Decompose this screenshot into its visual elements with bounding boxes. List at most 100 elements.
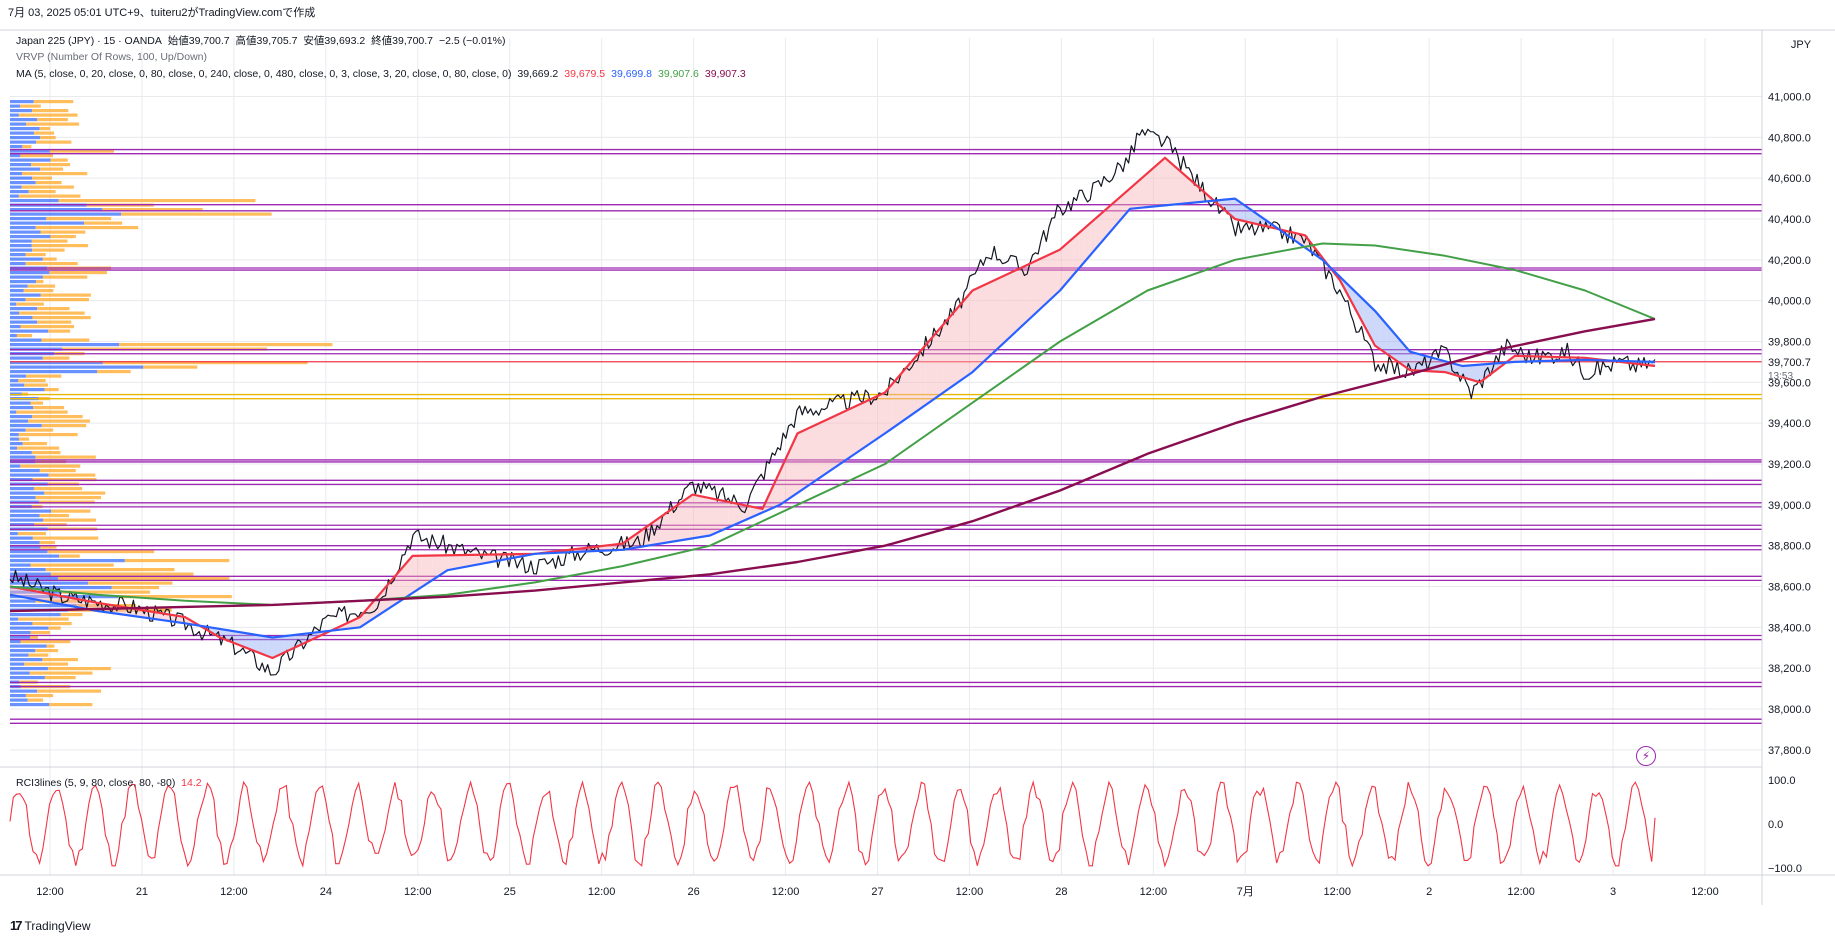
ma-cross-fill	[975, 286, 981, 370]
vp-down-bar	[31, 244, 89, 248]
vp-up-bar	[10, 550, 48, 554]
x-tick-label: 7月	[1237, 886, 1254, 898]
ma-cross-fill	[410, 555, 416, 595]
ma-cross-fill	[668, 507, 674, 543]
legend-symbol[interactable]: Japan 225 (JPY) · 15 · OANDA	[16, 35, 162, 47]
ma-cross-fill	[1035, 258, 1041, 314]
vp-up-bar	[10, 136, 41, 140]
vp-up-bar	[10, 694, 26, 698]
vp-down-bar	[26, 122, 80, 126]
y-tick-label: 39,600.0	[1768, 377, 1811, 389]
vp-up-bar	[10, 275, 43, 279]
vp-up-bar	[10, 190, 29, 194]
vp-up-bar	[10, 559, 125, 563]
lightning-icon[interactable]: ⚡	[1636, 746, 1656, 766]
ma-cross-fill	[1013, 268, 1019, 334]
vp-up-bar	[10, 442, 23, 446]
vp-up-bar	[10, 109, 32, 113]
vp-up-bar	[10, 532, 18, 536]
vp-down-bar	[50, 572, 194, 576]
vp-down-bar	[40, 136, 56, 140]
vp-down-bar	[31, 239, 68, 243]
ma-cross-fill	[1046, 253, 1052, 304]
y-tick-label: 40,400.0	[1768, 214, 1811, 226]
legend-vrvp[interactable]: VRVP (Number Of Rows, 100, Up/Down)	[16, 51, 208, 63]
vp-up-bar	[10, 451, 32, 455]
legend-ma[interactable]: MA (5, close, 0, 20, close, 0, 80, close…	[16, 67, 752, 81]
ma-cross-fill	[1068, 237, 1074, 281]
vp-up-bar	[10, 545, 41, 549]
vp-up-bar	[10, 284, 28, 288]
vp-up-bar	[10, 631, 31, 635]
ma-cross-fill	[1260, 216, 1266, 227]
x-tick-label: 27	[871, 886, 883, 898]
vp-down-bar	[42, 257, 57, 261]
vp-up-bar	[10, 487, 34, 491]
vp-down-bar	[28, 419, 90, 423]
ma-cross-fill	[289, 634, 296, 650]
vp-down-bar	[29, 671, 93, 675]
ma-cross-fill	[788, 440, 795, 499]
ma-cross-fill	[783, 452, 789, 503]
ma-cross-fill	[689, 495, 696, 539]
vp-down-bar	[35, 649, 59, 653]
y-tick-label: 39,200.0	[1768, 459, 1811, 471]
vp-up-bar	[10, 572, 51, 576]
vp-down-bar	[118, 595, 232, 599]
ma-cross-fill	[1474, 364, 1480, 383]
footer-brand[interactable]: 17 TradingView	[10, 918, 91, 933]
ma-cross-fill	[728, 501, 734, 528]
x-tick-label: 12:00	[772, 886, 800, 898]
vp-down-bar	[46, 644, 55, 648]
ma-cross-fill	[399, 564, 405, 602]
x-tick-label: 12:00	[220, 886, 248, 898]
x-tick-label: 12:00	[1140, 886, 1168, 898]
x-tick-label: 12:00	[588, 886, 616, 898]
vp-up-bar	[10, 185, 22, 189]
vp-up-bar	[10, 401, 31, 405]
y-tick-label: 39,400.0	[1768, 418, 1811, 430]
open-label: 始値	[167, 35, 189, 47]
vp-up-bar	[10, 248, 33, 252]
ma-cross-fill	[876, 394, 882, 440]
vp-up-bar	[10, 370, 98, 374]
rci-y-tick-label: 0.0	[1768, 819, 1783, 831]
high-value: 39,705.7	[256, 35, 298, 47]
ma-cross-fill	[1188, 178, 1195, 204]
ma-cross-fill	[772, 476, 778, 509]
y-tick-label: 40,600.0	[1768, 173, 1811, 185]
ma-cross-fill	[717, 499, 723, 533]
vp-down-bar	[33, 131, 55, 135]
legend-rci-text: RCI3lines (5, 9, 80, close, 80, -80)	[16, 777, 176, 789]
ma-cross-fill	[15, 587, 21, 597]
vp-down-bar	[42, 356, 70, 360]
vp-up-bar	[10, 428, 26, 432]
ma-cross-fill	[311, 632, 318, 640]
legend-rci[interactable]: RCI3lines (5, 9, 80, close, 80, -80) 14.…	[16, 776, 202, 790]
vp-down-bar	[84, 221, 123, 225]
ma-cross-fill	[1293, 232, 1299, 244]
vp-up-bar	[10, 676, 45, 680]
ma-cross-fill	[936, 325, 943, 398]
ma-cross-fill	[240, 632, 246, 648]
vp-down-bar	[49, 149, 115, 153]
vp-down-bar	[42, 275, 88, 279]
vp-down-bar	[121, 212, 272, 216]
ma-cross-fill	[278, 636, 285, 656]
ma-cross-fill	[865, 399, 871, 447]
vp-up-bar	[10, 280, 36, 284]
ma-cross-fill	[1040, 255, 1047, 309]
ma-cross-fill	[947, 313, 954, 390]
vp-down-bar	[49, 271, 107, 275]
last-price-label: 39,700.7	[1768, 357, 1811, 369]
ma-cross-fill	[470, 554, 477, 566]
x-tick-label: 2	[1426, 886, 1432, 898]
y-tick-label: 39,800.0	[1768, 337, 1811, 349]
vp-down-bar	[37, 320, 72, 324]
ma-cross-fill	[1117, 194, 1124, 224]
vp-up-bar	[10, 320, 38, 324]
x-tick-label: 12:00	[1323, 886, 1351, 898]
ma-cross-fill	[437, 555, 444, 577]
vp-down-bar	[18, 437, 30, 441]
